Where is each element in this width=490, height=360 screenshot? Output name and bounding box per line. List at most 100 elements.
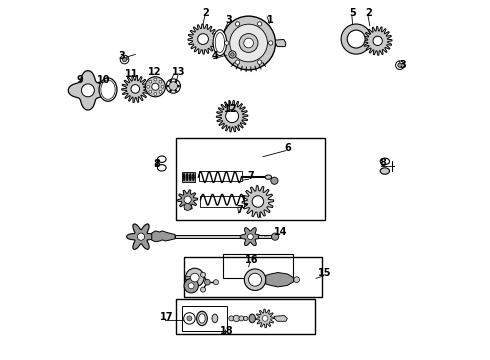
- Text: 1: 1: [267, 15, 273, 26]
- Circle shape: [252, 196, 264, 207]
- Bar: [184, 257, 322, 297]
- Polygon shape: [266, 273, 294, 287]
- Circle shape: [235, 60, 240, 64]
- Text: 16: 16: [245, 255, 258, 265]
- Circle shape: [257, 22, 262, 26]
- Circle shape: [262, 316, 268, 321]
- Circle shape: [229, 51, 236, 58]
- Ellipse shape: [196, 311, 207, 325]
- Circle shape: [186, 268, 204, 287]
- Ellipse shape: [265, 175, 271, 179]
- Circle shape: [239, 316, 244, 321]
- Polygon shape: [275, 40, 286, 46]
- Ellipse shape: [380, 158, 390, 165]
- Ellipse shape: [249, 314, 255, 323]
- Text: 13: 13: [172, 67, 186, 77]
- Ellipse shape: [380, 168, 390, 174]
- Circle shape: [147, 85, 149, 88]
- Polygon shape: [274, 316, 287, 321]
- Ellipse shape: [212, 314, 218, 323]
- Circle shape: [81, 84, 95, 97]
- Text: 4: 4: [211, 51, 218, 61]
- Ellipse shape: [189, 174, 191, 181]
- Circle shape: [197, 34, 208, 44]
- Circle shape: [149, 80, 152, 83]
- Circle shape: [149, 90, 152, 93]
- Circle shape: [146, 77, 166, 97]
- Circle shape: [169, 82, 177, 90]
- Circle shape: [200, 287, 205, 292]
- Circle shape: [235, 22, 240, 26]
- Circle shape: [230, 24, 268, 62]
- Circle shape: [154, 78, 157, 81]
- Polygon shape: [188, 24, 218, 54]
- Circle shape: [170, 90, 172, 92]
- Text: 3: 3: [118, 51, 124, 61]
- Circle shape: [214, 280, 219, 285]
- Text: 14: 14: [274, 227, 288, 237]
- Circle shape: [159, 80, 162, 83]
- Circle shape: [177, 85, 180, 87]
- Circle shape: [244, 316, 248, 320]
- Polygon shape: [182, 172, 195, 182]
- Text: 5: 5: [349, 8, 356, 18]
- Text: 18: 18: [220, 325, 234, 336]
- Text: 15: 15: [318, 268, 331, 278]
- Circle shape: [184, 313, 195, 324]
- Circle shape: [341, 24, 371, 54]
- Polygon shape: [258, 235, 274, 238]
- Text: 2: 2: [366, 8, 372, 18]
- Circle shape: [184, 196, 191, 203]
- Text: 7: 7: [247, 171, 254, 181]
- Ellipse shape: [99, 78, 117, 101]
- Circle shape: [248, 273, 262, 286]
- Circle shape: [154, 93, 157, 95]
- Polygon shape: [240, 228, 261, 246]
- Circle shape: [373, 36, 382, 45]
- Circle shape: [175, 80, 177, 82]
- Circle shape: [204, 279, 210, 285]
- Bar: [223, 254, 294, 278]
- Circle shape: [175, 90, 177, 92]
- Text: 2: 2: [202, 8, 209, 18]
- Circle shape: [247, 234, 253, 239]
- Circle shape: [120, 55, 129, 64]
- Ellipse shape: [157, 156, 166, 162]
- Circle shape: [184, 203, 191, 211]
- Text: 8: 8: [380, 158, 387, 168]
- Polygon shape: [364, 27, 392, 55]
- Circle shape: [187, 316, 192, 321]
- Polygon shape: [186, 276, 195, 279]
- Circle shape: [225, 110, 239, 123]
- Circle shape: [170, 80, 172, 82]
- Circle shape: [159, 90, 162, 93]
- Circle shape: [188, 283, 194, 289]
- Circle shape: [167, 85, 169, 87]
- Polygon shape: [242, 186, 274, 217]
- Text: 9: 9: [76, 75, 83, 85]
- Circle shape: [347, 30, 365, 48]
- Ellipse shape: [213, 30, 227, 55]
- Polygon shape: [216, 100, 248, 132]
- Circle shape: [229, 316, 234, 321]
- Circle shape: [191, 273, 199, 282]
- Text: 11: 11: [125, 69, 139, 79]
- Polygon shape: [68, 71, 108, 110]
- Text: 8: 8: [154, 159, 161, 169]
- Ellipse shape: [183, 174, 185, 181]
- Circle shape: [221, 16, 275, 70]
- Text: 3: 3: [399, 60, 406, 70]
- Polygon shape: [256, 309, 274, 328]
- Polygon shape: [126, 224, 155, 249]
- Circle shape: [269, 41, 273, 45]
- Ellipse shape: [157, 165, 166, 171]
- Circle shape: [184, 279, 198, 293]
- Ellipse shape: [199, 314, 205, 323]
- Circle shape: [131, 85, 140, 93]
- Circle shape: [122, 57, 126, 62]
- Circle shape: [398, 63, 402, 67]
- Bar: [182, 306, 227, 330]
- Polygon shape: [122, 75, 149, 103]
- Ellipse shape: [186, 174, 188, 181]
- Text: 7: 7: [236, 206, 243, 216]
